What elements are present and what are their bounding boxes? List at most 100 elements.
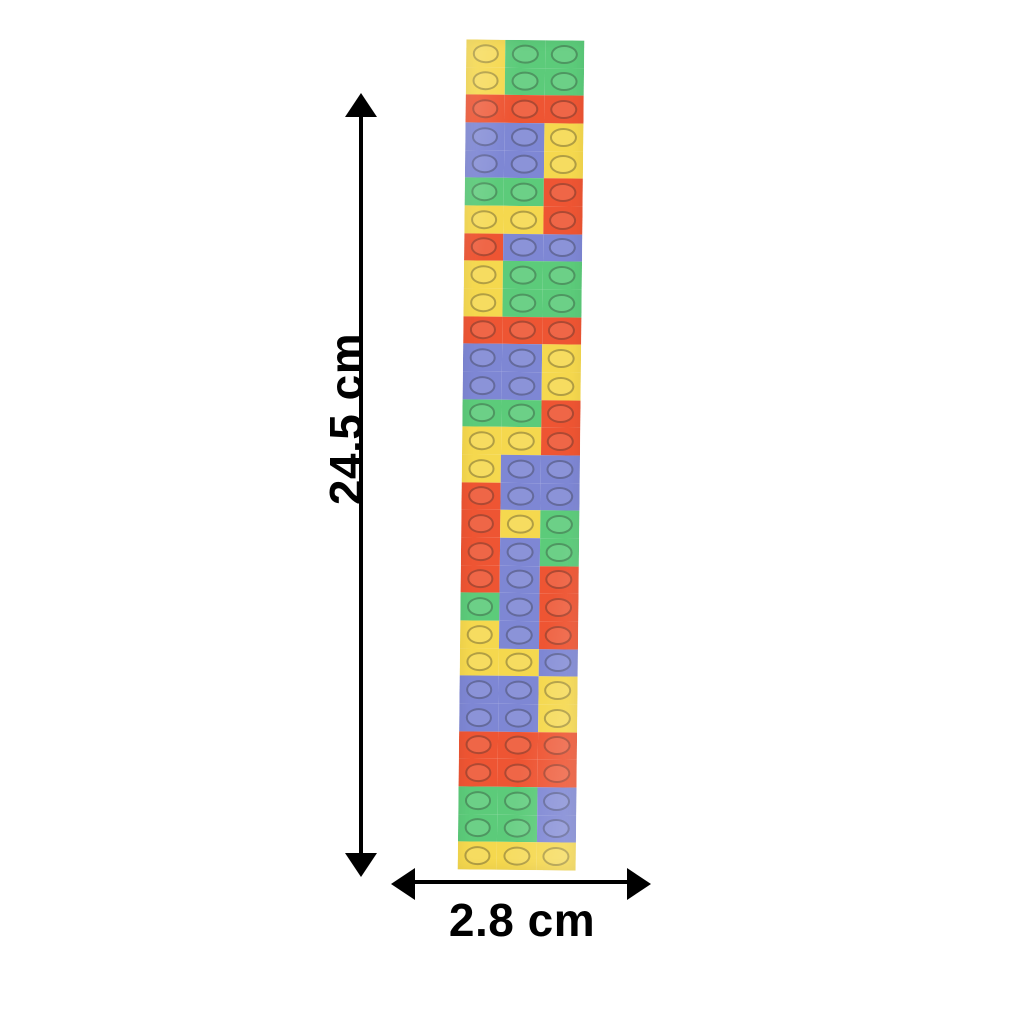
brick-stud [537,759,577,788]
brick-stud [497,814,537,843]
brick-stud [499,593,540,622]
brick-stud [497,759,538,788]
brick-stud [464,233,504,262]
brick-stud [541,344,582,373]
brick-stud [503,178,544,207]
brick-stud [502,316,543,345]
brick-stud [505,39,546,68]
brick-stud [465,67,506,96]
brick-stud [539,510,580,539]
brick-stud [460,565,501,594]
brick-stud [540,399,581,428]
brick-stud [499,648,539,677]
brick-stud [543,178,583,207]
brick-stud [463,260,504,289]
brick-stud [460,592,500,621]
brick-stud [461,454,502,483]
brick-stud [459,648,500,677]
brick-stud [465,122,505,151]
brick-stud [536,814,577,843]
width-dimension-label: 2.8 cm [448,894,596,946]
width-dimension-line [405,880,637,884]
brick-stud [499,620,539,649]
brick-stud [459,703,499,732]
brick-stud [540,455,580,484]
brick-stud [536,842,576,871]
arrow-right-icon [627,868,651,900]
brick-stud [457,841,498,870]
brick-stud [503,205,544,234]
brick-stud [498,676,539,705]
brick-stud [460,537,501,566]
brick-stud [536,787,577,816]
brick-stud [499,565,540,594]
brick-stud [458,758,499,787]
brick-stud [503,261,543,290]
arrow-down-icon [345,853,377,877]
brick-stud [462,343,503,372]
brick-stud [541,316,582,345]
brick-stud [498,703,539,732]
brick-stud [537,731,578,760]
arrow-left-icon [391,868,415,900]
brick-stud [505,67,545,96]
brick-stud [544,40,585,69]
brick-stud [542,261,583,290]
brick-stud [538,621,579,650]
brick-stud [457,814,498,843]
brick-stud [544,95,584,124]
brick-stud [464,177,505,206]
brick-stud [464,205,504,234]
brick-stud [543,150,584,179]
brick-stud [464,150,505,179]
brick-stud [458,731,499,760]
brick-stud [496,842,537,871]
brick-stud [503,233,543,262]
brick-stud [504,122,545,151]
brick-stud [497,786,538,815]
brick-stud [462,399,502,428]
brick-stud [463,288,504,317]
brick-stud [541,372,581,401]
brick-stud [501,399,542,428]
brick-stud [500,482,541,511]
brick-stud [542,206,583,235]
brick-stud [537,704,578,733]
brick-stud [543,123,584,152]
brick-stud [539,538,580,567]
brick-stud [502,344,542,373]
brick-stud [462,426,502,455]
brick-stud [466,39,506,68]
height-dimension-label: 24.5 cm [320,332,372,506]
brick-stud [539,565,579,594]
brick-stud [461,509,501,538]
brick-stud [459,620,500,649]
brick-stud [459,675,500,704]
brick-stud [501,454,541,483]
brick-stud [502,288,543,317]
brick-stud [544,67,585,96]
brick-stud [462,371,503,400]
brick-stud [540,427,581,456]
brick-stud [540,482,580,511]
brick-stud [504,150,544,179]
brick-stud [538,676,578,705]
height-dimension-line [359,112,363,858]
brick-stud [500,510,541,539]
brick-stud [498,731,538,760]
brick-stud [501,371,542,400]
brick-stud [538,593,579,622]
brick-stud [538,648,578,677]
brick-stud [501,427,541,456]
brick-stud [465,94,506,123]
brick-stud [463,316,503,345]
brick-stud [542,233,583,262]
brick-stud [542,289,582,318]
brick-stud [458,786,498,815]
brick-pattern-strip [457,39,585,871]
brick-stud-grid [457,39,585,871]
brick-stud [504,95,545,124]
brick-stud [461,482,502,511]
brick-stud [500,537,540,566]
